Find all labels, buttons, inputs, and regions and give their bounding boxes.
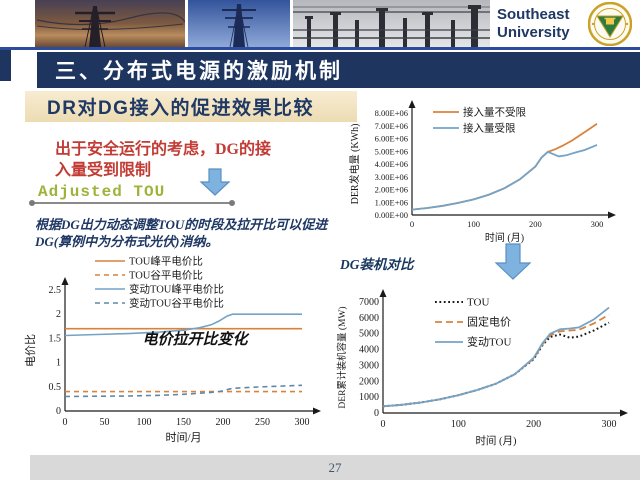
subtitle-text: DR对DG接入的促进效果比较 (47, 98, 314, 119)
svg-text:100: 100 (451, 419, 466, 430)
line-endpoint-dot (29, 200, 35, 206)
svg-text:时间 (月): 时间 (月) (475, 434, 517, 447)
line-endpoint-dot (229, 200, 235, 206)
svg-text:接入量不受限: 接入量不受限 (463, 106, 526, 119)
svg-text:300: 300 (591, 219, 604, 229)
svg-text:0: 0 (63, 417, 68, 428)
svg-text:3000: 3000 (359, 360, 379, 371)
svg-text:电价比: 电价比 (24, 334, 37, 367)
svg-text:150: 150 (176, 417, 191, 428)
svg-text:300: 300 (295, 417, 310, 428)
svg-text:0.5: 0.5 (49, 382, 62, 393)
svg-text:0.00E+00: 0.00E+00 (375, 210, 408, 220)
price-ratio-chart: 0 0.5 1 1.5 2 2.5 0 50 100 150 200 250 300 时间/月 电价比 TOU… (24, 255, 321, 444)
header-photo-substation-image (293, 0, 490, 47)
svg-text:TOU谷平电价比: TOU谷平电价比 (129, 269, 203, 282)
connector-line (29, 200, 235, 206)
section-title-bar: 三、分布式电源的激励机制 (37, 52, 640, 88)
safety-note-line2: 入量受到限制 (55, 162, 152, 179)
svg-text:200: 200 (526, 419, 541, 430)
svg-text:4.00E+06: 4.00E+06 (375, 159, 408, 169)
svg-text:2.00E+06: 2.00E+06 (375, 185, 408, 195)
svg-text:7.00E+06: 7.00E+06 (375, 121, 408, 131)
svg-text:50: 50 (100, 417, 110, 428)
svg-text:TOU: TOU (467, 297, 489, 309)
subtitle-box: DR对DG接入的促进效果比较 (25, 91, 357, 122)
svg-text:DER发电量 (KWh): DER发电量 (KWh) (348, 124, 361, 205)
svg-text:2000: 2000 (359, 376, 379, 387)
svg-text:0: 0 (381, 419, 386, 430)
svg-text:3.00E+06: 3.00E+06 (375, 172, 408, 182)
svg-text:1.5: 1.5 (49, 333, 62, 344)
svg-text:变动TOU: 变动TOU (467, 335, 511, 349)
seu-seal-logo (588, 2, 632, 46)
svg-text:5000: 5000 (359, 329, 379, 340)
university-name-line2: University (497, 24, 570, 41)
svg-text:100: 100 (467, 219, 480, 229)
university-name: Southeast University (497, 6, 589, 42)
university-name-line1: Southeast (497, 6, 570, 23)
svg-text:6000: 6000 (359, 313, 379, 324)
svg-text:1.00E+06: 1.00E+06 (375, 197, 408, 207)
svg-text:7000: 7000 (359, 297, 379, 308)
svg-text:时间/月: 时间/月 (165, 431, 201, 444)
safety-note: 出于安全运行的考虑，DG的接 入量受到限制 (55, 139, 291, 181)
svg-text:固定电价: 固定电价 (467, 315, 511, 329)
svg-text:DER累计装机容量 (MW): DER累计装机容量 (MW) (336, 306, 348, 408)
svg-text:0: 0 (410, 219, 414, 229)
svg-text:变动TOU谷平电价比: 变动TOU谷平电价比 (129, 297, 224, 310)
page-number: 27 (328, 459, 342, 475)
svg-text:TOU峰平电价比: TOU峰平电价比 (129, 255, 203, 268)
svg-text:2: 2 (56, 309, 61, 320)
svg-text:0: 0 (56, 406, 61, 417)
svg-text:6.00E+06: 6.00E+06 (375, 134, 408, 144)
down-arrow-large-icon (494, 243, 532, 280)
svg-text:200: 200 (529, 219, 542, 229)
svg-text:100: 100 (137, 417, 152, 428)
title-bar-notch (0, 50, 11, 81)
svg-text:4000: 4000 (359, 345, 379, 356)
svg-text:1: 1 (56, 358, 61, 369)
section-title: 三、分布式电源的激励机制 (55, 60, 343, 83)
description-text: 根据DG出力动态调整TOU的时段及拉开比可以促进DG(算例中为分布式光伏)消纳。 (35, 217, 328, 249)
der-generation-chart: 0.00E+00 1.00E+06 2.00E+06 3.00E+06 4.00E+06… (348, 100, 616, 244)
safety-note-line1: 出于安全运行的考虑，DG的接 (55, 141, 272, 158)
dg-capacity-comparison-label: DG装机对比 (340, 257, 414, 272)
svg-text:8.00E+06: 8.00E+06 (375, 108, 408, 118)
svg-text:变动TOU峰平电价比: 变动TOU峰平电价比 (129, 283, 224, 296)
svg-text:1000: 1000 (359, 392, 379, 403)
svg-text:接入量受限: 接入量受限 (463, 122, 516, 135)
header-accent-line (0, 47, 640, 50)
svg-text:2.5: 2.5 (49, 285, 62, 296)
footer-bar: 27 (30, 455, 640, 480)
down-arrow-small-icon (199, 168, 231, 196)
adjusted-tou-label: Adjusted TOU (38, 183, 166, 201)
svg-text:5.00E+06: 5.00E+06 (375, 146, 408, 156)
svg-text:0: 0 (374, 408, 379, 419)
svg-text:200: 200 (216, 417, 231, 428)
svg-text:300: 300 (602, 419, 617, 430)
header-photo-sunset-tower-image (35, 0, 185, 47)
der-capacity-chart: 0 1000 2000 3000 4000 5000 6000 7000 0 100 200 300 时… (336, 289, 628, 447)
header-photo-blue-sky-tower-image (188, 0, 290, 47)
svg-text:时间 (月): 时间 (月) (485, 231, 524, 244)
svg-text:250: 250 (255, 417, 270, 428)
svg-text:电价拉开比变化: 电价拉开比变化 (142, 330, 249, 348)
